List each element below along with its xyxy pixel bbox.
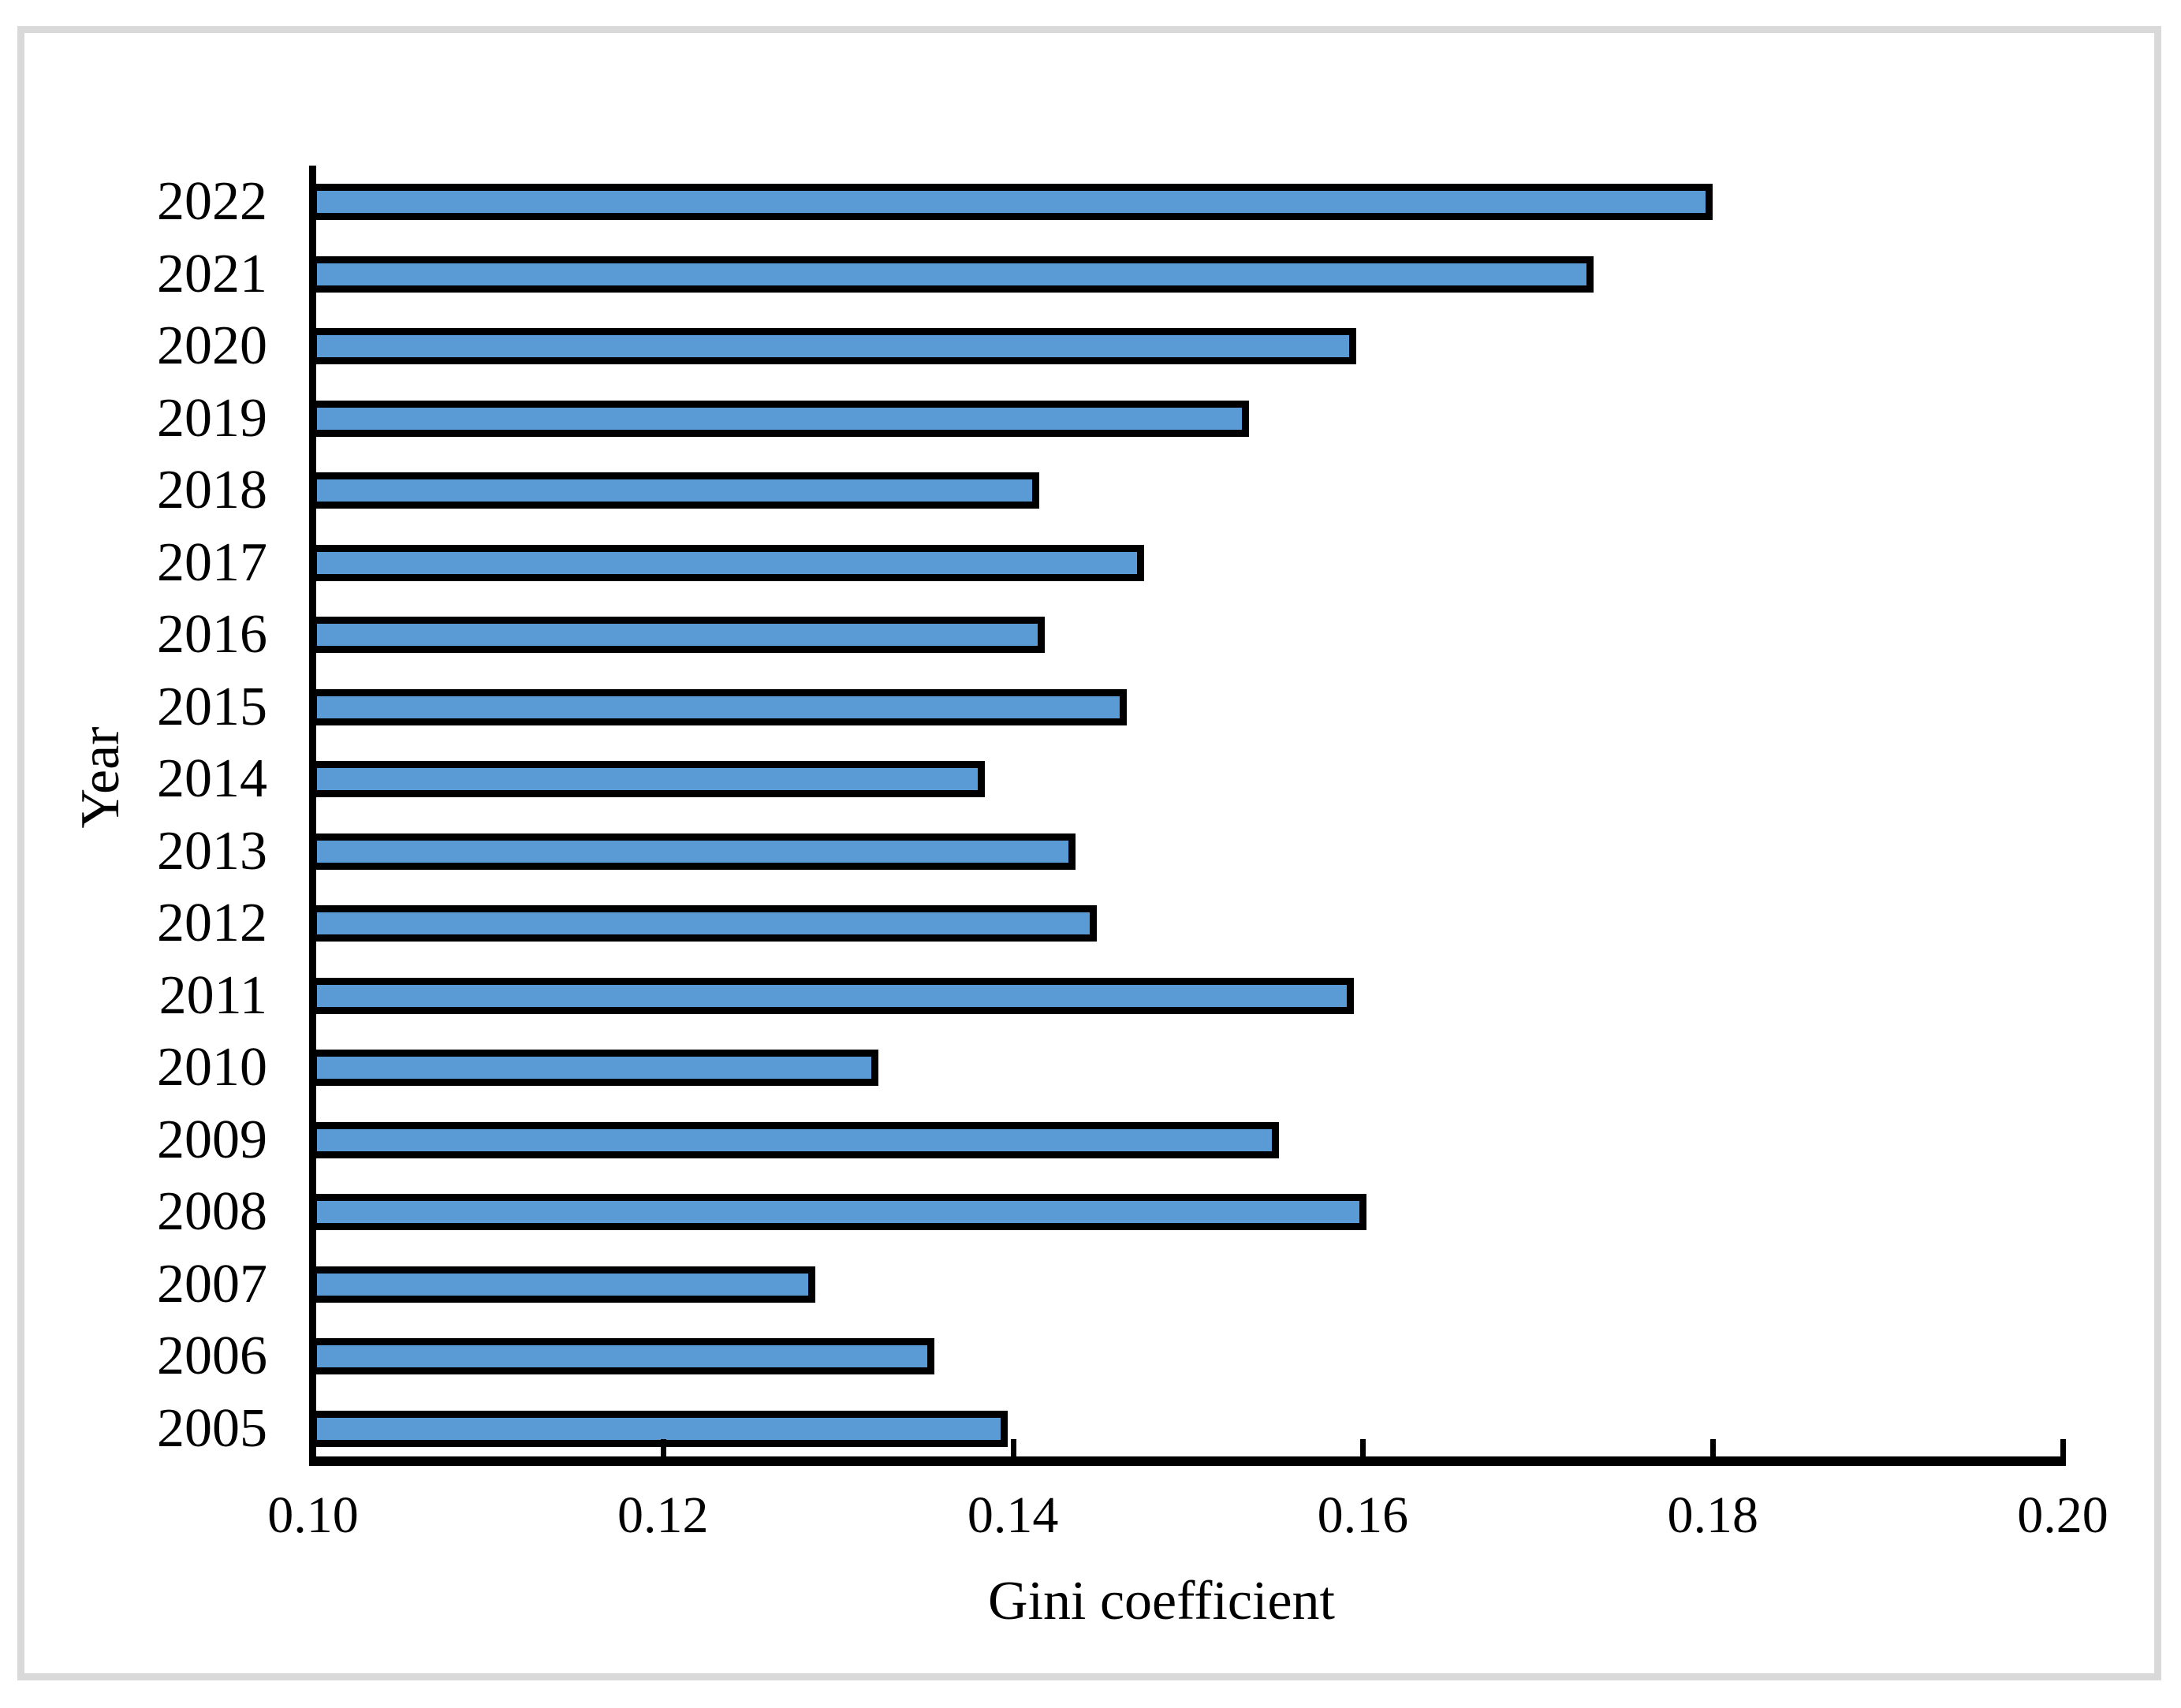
y-tick-label-2011: 2011 bbox=[158, 964, 267, 1026]
x-tick-mark-0.16 bbox=[1360, 1439, 1366, 1456]
bar-2012 bbox=[310, 905, 1097, 942]
bar-2017 bbox=[310, 544, 1144, 581]
bar-2021 bbox=[310, 255, 1594, 293]
bar-2005 bbox=[310, 1410, 1008, 1447]
y-tick-label-2006: 2006 bbox=[157, 1326, 267, 1386]
y-tick-label-2021: 2021 bbox=[157, 243, 267, 304]
x-tick-label-0.10: 0.10 bbox=[267, 1486, 359, 1544]
x-tick-mark-0.14 bbox=[1010, 1439, 1016, 1456]
bar-2011 bbox=[310, 977, 1354, 1014]
y-tick-label-2009: 2009 bbox=[157, 1109, 267, 1170]
y-tick-label-2015: 2015 bbox=[157, 676, 267, 737]
y-tick-label-2017: 2017 bbox=[157, 531, 267, 593]
y-tick-label-2018: 2018 bbox=[157, 460, 267, 520]
y-tick-label-2019: 2019 bbox=[157, 387, 267, 449]
y-tick-label-2005: 2005 bbox=[157, 1397, 267, 1459]
x-tick-label-0.20: 0.20 bbox=[2017, 1486, 2108, 1544]
bar-2009 bbox=[310, 1121, 1279, 1158]
x-axis-line bbox=[309, 1456, 2066, 1466]
bar-2008 bbox=[310, 1194, 1366, 1230]
y-tick-label-2022: 2022 bbox=[157, 171, 267, 232]
y-axis-line bbox=[309, 166, 316, 1466]
bar-2007 bbox=[310, 1266, 815, 1303]
bar-2010 bbox=[310, 1050, 878, 1086]
x-tick-mark-0.20 bbox=[2060, 1439, 2066, 1456]
x-tick-mark-0.10 bbox=[311, 1439, 316, 1456]
y-tick-label-2008: 2008 bbox=[157, 1181, 267, 1242]
y-tick-label-2007: 2007 bbox=[157, 1253, 267, 1315]
bar-2015 bbox=[310, 688, 1127, 725]
y-tick-label-2010: 2010 bbox=[157, 1037, 267, 1098]
x-tick-label-0.18: 0.18 bbox=[1667, 1486, 1758, 1544]
y-tick-label-2013: 2013 bbox=[157, 820, 267, 882]
x-tick-mark-0.12 bbox=[660, 1439, 666, 1456]
bar-2018 bbox=[310, 472, 1039, 509]
x-tick-label-0.16: 0.16 bbox=[1317, 1486, 1409, 1544]
y-tick-label-2020: 2020 bbox=[157, 315, 267, 376]
x-tick-label-0.14: 0.14 bbox=[967, 1486, 1059, 1544]
bar-2020 bbox=[310, 328, 1356, 364]
bar-2016 bbox=[310, 617, 1045, 653]
x-tick-mark-0.18 bbox=[1710, 1439, 1717, 1456]
bar-2014 bbox=[310, 761, 985, 797]
figure-frame: Year Gini coefficient 2022 2021 2020 2019 20… bbox=[17, 26, 2161, 1680]
gini-bar-chart: Year Gini coefficient 2022 2021 2020 2019 20… bbox=[24, 33, 2154, 1673]
y-tick-label-2016: 2016 bbox=[157, 604, 267, 665]
bar-2006 bbox=[310, 1338, 934, 1374]
bar-2019 bbox=[310, 400, 1249, 437]
bar-2013 bbox=[310, 833, 1076, 870]
x-tick-label-0.12: 0.12 bbox=[617, 1486, 709, 1544]
y-tick-label-2014: 2014 bbox=[157, 748, 267, 809]
x-axis-title: Gini coefficient bbox=[988, 1571, 1335, 1632]
y-tick-label-2012: 2012 bbox=[157, 893, 267, 953]
bar-2022 bbox=[310, 184, 1713, 220]
